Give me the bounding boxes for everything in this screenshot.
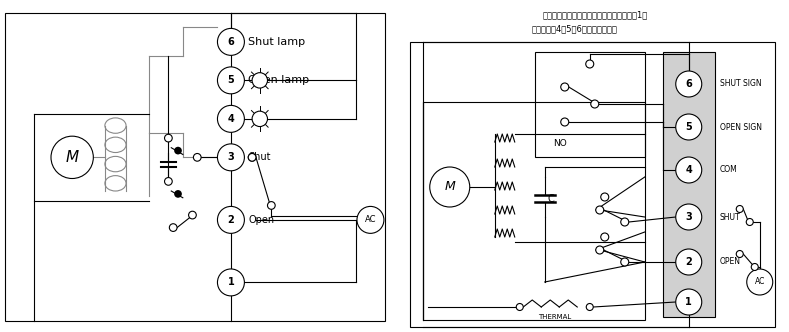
Circle shape <box>736 206 743 212</box>
Text: Open: Open <box>249 215 275 225</box>
Circle shape <box>218 105 245 132</box>
Circle shape <box>430 167 469 207</box>
Circle shape <box>751 264 758 271</box>
Text: 3: 3 <box>686 212 692 222</box>
Text: COM: COM <box>720 165 738 175</box>
Circle shape <box>596 246 604 254</box>
Circle shape <box>746 269 772 295</box>
Circle shape <box>561 83 569 91</box>
Text: 4: 4 <box>686 165 692 175</box>
Text: NO: NO <box>553 139 567 148</box>
Circle shape <box>600 233 609 241</box>
Circle shape <box>596 206 604 214</box>
Circle shape <box>585 60 594 68</box>
Text: 开关型带无源触点型反馈电动蝶阀接线图，1，: 开关型带无源触点型反馈电动蝶阀接线图，1， <box>542 10 648 19</box>
Text: 3: 3 <box>227 152 234 162</box>
Text: OPEN SIGN: OPEN SIGN <box>720 123 761 131</box>
Text: SHUT SIGN: SHUT SIGN <box>720 79 761 89</box>
Circle shape <box>675 114 701 140</box>
Circle shape <box>193 153 201 161</box>
Text: C: C <box>548 194 555 204</box>
Text: Shut lamp: Shut lamp <box>249 37 305 47</box>
Circle shape <box>746 218 753 225</box>
Text: Open lamp: Open lamp <box>249 75 309 85</box>
Circle shape <box>675 71 701 97</box>
Text: 6: 6 <box>227 37 234 47</box>
Text: AC: AC <box>365 215 376 224</box>
Text: 2: 2 <box>227 215 234 225</box>
Circle shape <box>586 303 593 310</box>
Text: THERMAL: THERMAL <box>538 314 571 320</box>
Circle shape <box>267 202 275 209</box>
Circle shape <box>51 136 93 179</box>
Circle shape <box>591 100 599 108</box>
Circle shape <box>675 157 701 183</box>
Circle shape <box>165 178 172 185</box>
Text: AC: AC <box>754 278 765 287</box>
Circle shape <box>600 193 609 201</box>
Circle shape <box>736 251 743 258</box>
Circle shape <box>218 207 245 233</box>
Text: 1: 1 <box>227 278 234 288</box>
Circle shape <box>218 269 245 296</box>
Circle shape <box>218 67 245 94</box>
Text: 5: 5 <box>686 122 692 132</box>
Circle shape <box>621 258 629 266</box>
Circle shape <box>218 144 245 171</box>
Circle shape <box>174 147 181 154</box>
Circle shape <box>561 118 569 126</box>
Circle shape <box>165 134 172 142</box>
Text: 4: 4 <box>227 114 234 124</box>
Text: 2: 2 <box>686 257 692 267</box>
Circle shape <box>218 29 245 55</box>
Text: M: M <box>65 150 79 165</box>
Text: Shut: Shut <box>249 152 271 162</box>
Circle shape <box>189 211 196 219</box>
Circle shape <box>170 224 177 231</box>
Circle shape <box>249 153 256 161</box>
Circle shape <box>675 289 701 315</box>
Text: M: M <box>444 181 455 194</box>
Circle shape <box>174 190 181 198</box>
Circle shape <box>516 303 523 310</box>
Circle shape <box>621 218 629 226</box>
Text: 6: 6 <box>686 79 692 89</box>
Text: 部分接线，4，5，6为无源触点反馈: 部分接线，4，5，6为无源触点反馈 <box>532 24 618 33</box>
Text: OPEN: OPEN <box>720 258 741 267</box>
Circle shape <box>252 73 267 88</box>
FancyBboxPatch shape <box>663 52 715 317</box>
Text: 5: 5 <box>227 75 234 85</box>
Text: 1: 1 <box>686 297 692 307</box>
Circle shape <box>357 207 384 233</box>
Circle shape <box>675 249 701 275</box>
Circle shape <box>252 111 267 126</box>
Text: SHUT: SHUT <box>720 212 740 221</box>
Circle shape <box>675 204 701 230</box>
Circle shape <box>249 153 256 161</box>
